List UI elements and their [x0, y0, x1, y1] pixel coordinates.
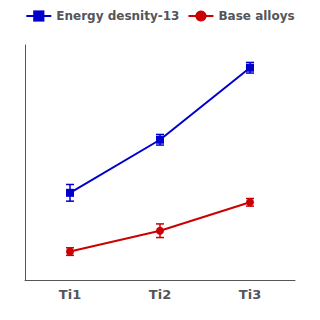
svg-text:Ti3: Ti3	[239, 287, 261, 302]
svg-text:Energy desnity-13: Energy desnity-13	[56, 9, 179, 23]
svg-text:Ti2: Ti2	[149, 287, 171, 302]
svg-text:Ti1: Ti1	[59, 287, 81, 302]
svg-text:Base alloys: Base alloys	[218, 9, 294, 23]
